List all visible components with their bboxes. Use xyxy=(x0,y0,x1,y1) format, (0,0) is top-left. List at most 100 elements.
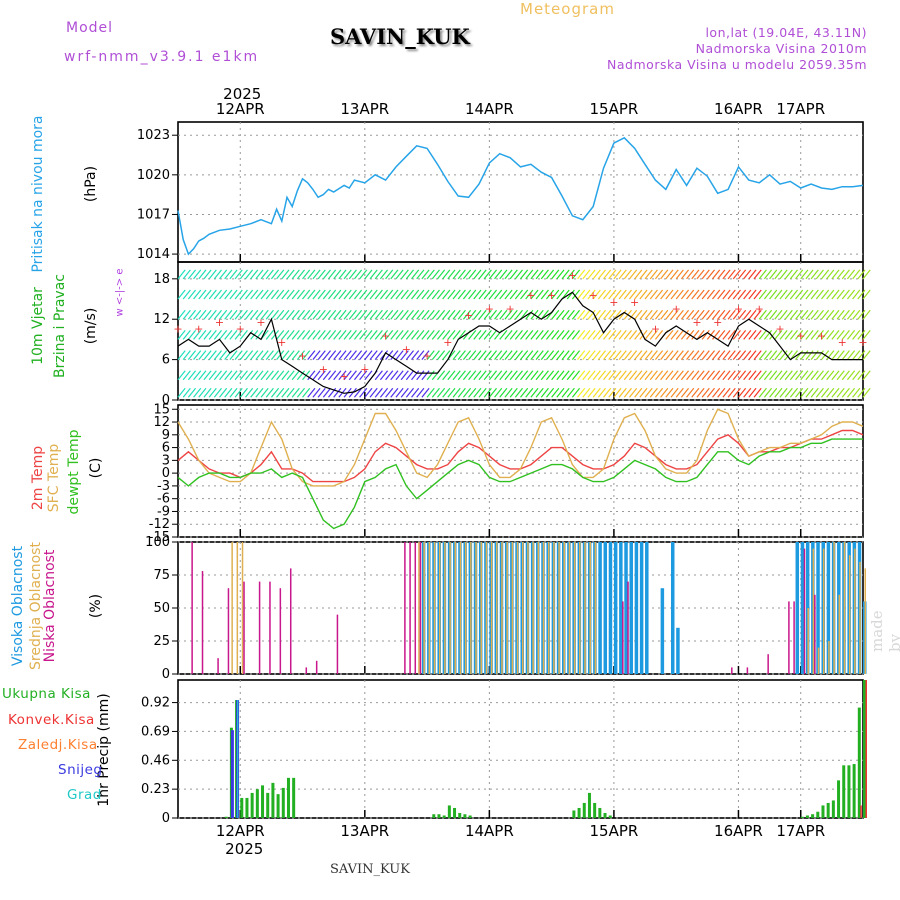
wind-barb xyxy=(385,330,394,340)
wind-barb xyxy=(597,350,607,360)
cloud-bar-high xyxy=(816,542,820,674)
wind-barb xyxy=(411,370,420,381)
wind-barb xyxy=(177,309,186,320)
wind-barb xyxy=(701,370,710,381)
wind-barb xyxy=(442,370,451,381)
wind-barb xyxy=(291,269,300,280)
temp-tick-label: -9 xyxy=(157,504,170,519)
wind-barb xyxy=(219,387,228,398)
wind-barb xyxy=(203,289,212,300)
wind-barb xyxy=(530,289,539,300)
wind-barb xyxy=(447,289,456,300)
wind-barb xyxy=(634,350,643,360)
wind-barb xyxy=(629,289,638,300)
cloud-bar-low xyxy=(217,658,219,674)
wind-barb xyxy=(411,309,420,320)
wind-barb xyxy=(732,309,741,320)
wind-barb xyxy=(670,330,679,340)
wind-barb xyxy=(244,309,254,320)
wind-barb xyxy=(862,370,871,381)
wind-barb xyxy=(675,350,684,360)
wind-barb xyxy=(587,309,596,320)
wind-barb xyxy=(296,387,306,398)
wind-barb xyxy=(338,370,347,381)
cloud-bar-low xyxy=(279,588,282,674)
wind-barb xyxy=(478,387,487,398)
wind-barb xyxy=(737,370,747,381)
wind-barb xyxy=(763,330,773,340)
cloud-bar-mid xyxy=(496,542,498,674)
wind-barb xyxy=(457,350,466,360)
wind-barb xyxy=(566,387,575,398)
wind-barb xyxy=(836,330,845,340)
cloud-bar-low xyxy=(201,571,204,674)
wind-barb xyxy=(654,309,664,320)
wind-barb xyxy=(821,289,830,300)
wind-gust-marker: + xyxy=(796,329,805,342)
wind-barb xyxy=(644,289,653,300)
wind-speed-line xyxy=(177,291,863,394)
wind-barb xyxy=(255,309,264,320)
wind-barb xyxy=(255,330,264,340)
wind-barb xyxy=(265,350,274,360)
wind-barb xyxy=(665,330,674,340)
wind-barb xyxy=(395,309,404,320)
wind-barb xyxy=(328,289,337,300)
wind-barb xyxy=(795,269,804,280)
wind-barb xyxy=(359,330,368,340)
wind-barb xyxy=(478,309,487,320)
wind-gust-marker: + xyxy=(298,350,307,363)
wind-gust-marker: + xyxy=(734,302,743,315)
wind-barb xyxy=(187,350,197,360)
wind-gust-marker: + xyxy=(692,316,701,329)
precip-tick-label: 0.23 xyxy=(141,782,170,797)
cloud-bar-mid xyxy=(438,542,441,674)
wind-barb xyxy=(603,387,612,398)
wind-barb xyxy=(255,289,264,300)
wind-barb xyxy=(187,309,197,320)
wind-barb xyxy=(836,269,845,280)
wind-barb xyxy=(748,370,757,381)
precip-tick-label: 0.69 xyxy=(141,724,170,739)
wind-barb xyxy=(312,387,321,398)
wind-barb xyxy=(815,309,824,320)
wind-barb xyxy=(276,330,285,340)
precip-bar-total-rain xyxy=(857,707,861,818)
wind-barb xyxy=(291,330,300,340)
wind-barb xyxy=(520,370,529,381)
wind-barb xyxy=(374,350,383,360)
wind-barb xyxy=(686,309,695,320)
bottom-station-name: SAVIN_KUK xyxy=(330,862,410,877)
wind-gust-marker: + xyxy=(443,336,452,349)
wind-barb xyxy=(416,330,425,340)
cloud-bar-mid xyxy=(433,542,436,674)
wind-barb xyxy=(737,387,747,398)
wind-barb xyxy=(722,289,731,300)
wind-barb xyxy=(177,387,186,398)
wind-barb xyxy=(821,330,830,340)
wind-barb xyxy=(322,370,331,381)
wind-barb xyxy=(852,309,861,320)
wind-barb xyxy=(473,370,482,381)
wind-barb xyxy=(431,309,440,320)
wind-barb xyxy=(774,330,783,340)
wind-barb xyxy=(556,370,565,381)
cloud-bar-mid xyxy=(475,542,477,674)
wind-barb xyxy=(753,370,762,381)
wind-barb xyxy=(411,350,420,360)
wind-barb xyxy=(317,370,326,381)
cloud-bar-high xyxy=(634,542,639,674)
wind-gust-marker: + xyxy=(713,316,722,329)
wind-barb xyxy=(270,387,280,398)
wind-barb xyxy=(665,309,674,320)
wind-barb xyxy=(213,269,222,280)
wind-barb xyxy=(250,370,259,381)
wind-barb xyxy=(561,330,570,340)
wind-barb xyxy=(457,370,466,381)
wind-barb xyxy=(276,289,285,300)
wind-barb xyxy=(494,269,503,280)
wind-barb xyxy=(442,289,451,300)
wind-barb xyxy=(437,309,446,320)
model-name: wrf-nmm_v3.9.1 e1km xyxy=(64,49,260,65)
wind-barb xyxy=(530,370,539,381)
